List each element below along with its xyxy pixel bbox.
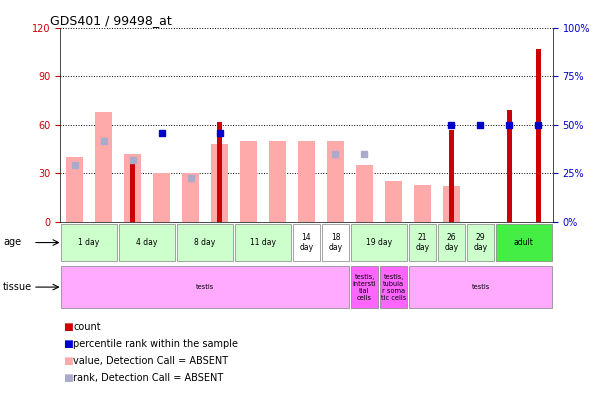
Bar — [118, 224, 175, 261]
Text: 26
day: 26 day — [444, 233, 459, 252]
Bar — [61, 266, 349, 308]
Bar — [409, 224, 436, 261]
Text: testis: testis — [196, 284, 214, 290]
Bar — [443, 186, 460, 222]
Bar — [66, 157, 84, 222]
Bar — [536, 49, 540, 222]
Bar — [240, 141, 257, 222]
Bar — [269, 141, 286, 222]
Text: count: count — [73, 322, 101, 332]
Text: age: age — [3, 237, 21, 248]
Text: 8 day: 8 day — [194, 238, 216, 247]
Text: GDS401 / 99498_at: GDS401 / 99498_at — [50, 13, 172, 27]
Bar — [413, 185, 431, 222]
Bar — [234, 224, 291, 261]
Bar — [322, 224, 349, 261]
Text: tissue: tissue — [3, 282, 32, 292]
Text: ■: ■ — [63, 322, 73, 332]
Text: testis,
intersti
tial
cells: testis, intersti tial cells — [353, 274, 376, 301]
Bar — [95, 112, 112, 222]
Text: 21
day: 21 day — [415, 233, 430, 252]
Bar — [298, 141, 315, 222]
Text: adult: adult — [514, 238, 534, 247]
Text: ■: ■ — [63, 356, 73, 366]
Text: ■: ■ — [63, 339, 73, 349]
Bar — [350, 224, 407, 261]
Bar — [61, 224, 118, 261]
Bar — [293, 224, 320, 261]
Bar — [356, 165, 373, 222]
Text: percentile rank within the sample: percentile rank within the sample — [73, 339, 239, 349]
Text: testis,
tubula
r soma
tic cells: testis, tubula r soma tic cells — [381, 274, 406, 301]
Text: 18
day: 18 day — [328, 233, 343, 252]
Text: 1 day: 1 day — [79, 238, 100, 247]
Bar — [177, 224, 233, 261]
Bar — [495, 224, 552, 261]
Bar — [211, 144, 228, 222]
Bar — [450, 129, 454, 222]
Text: rank, Detection Call = ABSENT: rank, Detection Call = ABSENT — [73, 373, 224, 383]
Bar — [153, 173, 170, 222]
Text: 4 day: 4 day — [136, 238, 157, 247]
Bar — [409, 266, 552, 308]
Bar — [124, 154, 141, 222]
Text: 29
day: 29 day — [474, 233, 487, 252]
Text: testis: testis — [471, 284, 490, 290]
Bar — [380, 266, 407, 308]
Bar — [466, 224, 495, 261]
Bar — [218, 122, 222, 222]
Text: 11 day: 11 day — [250, 238, 276, 247]
Bar — [182, 173, 200, 222]
Bar — [327, 141, 344, 222]
Text: 19 day: 19 day — [366, 238, 392, 247]
Bar — [507, 110, 511, 222]
Bar — [385, 181, 402, 222]
Bar — [350, 266, 379, 308]
Text: 14
day: 14 day — [299, 233, 314, 252]
Bar — [438, 224, 465, 261]
Text: ■: ■ — [63, 373, 73, 383]
Text: value, Detection Call = ABSENT: value, Detection Call = ABSENT — [73, 356, 228, 366]
Bar — [130, 157, 135, 222]
